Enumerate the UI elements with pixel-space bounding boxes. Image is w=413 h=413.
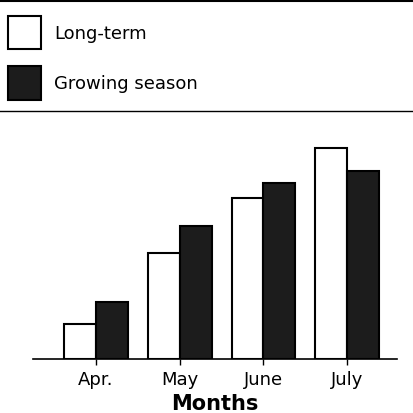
FancyBboxPatch shape <box>8 17 41 50</box>
Bar <box>96 302 128 359</box>
X-axis label: Months: Months <box>171 393 259 413</box>
Bar <box>179 226 211 359</box>
Bar <box>231 199 263 359</box>
Bar <box>263 183 294 359</box>
Bar <box>147 254 179 359</box>
Bar <box>315 148 347 359</box>
Text: Long-term: Long-term <box>54 24 146 43</box>
FancyBboxPatch shape <box>8 67 41 100</box>
Bar <box>64 325 96 359</box>
Text: Growing season: Growing season <box>54 75 197 93</box>
Bar <box>347 171 378 359</box>
